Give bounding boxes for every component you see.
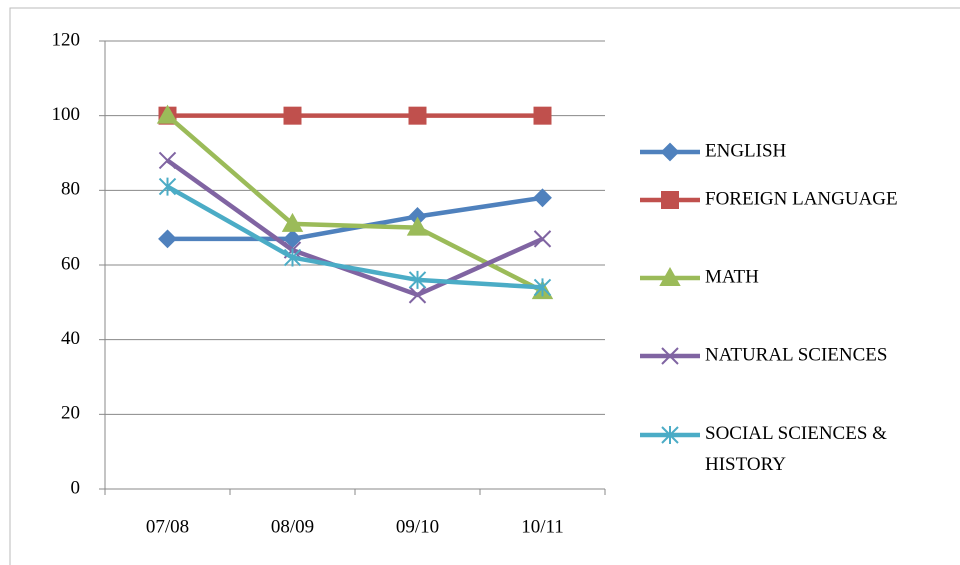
series-line	[166, 113, 544, 294]
legend-label: ENGLISH	[705, 140, 787, 161]
marker	[533, 230, 552, 248]
y-tick-label: 60	[61, 253, 80, 274]
x-tick-label: 09/10	[396, 516, 439, 537]
y-tick-label: 40	[61, 328, 80, 349]
legend-label: NATURAL SCIENCES	[705, 344, 887, 365]
marker	[533, 106, 552, 125]
marker	[158, 229, 177, 249]
marker	[533, 278, 552, 297]
marker	[158, 151, 177, 170]
series-line	[166, 184, 543, 290]
marker	[156, 104, 179, 124]
x-tick-label: 10/11	[521, 516, 564, 537]
y-tick-label: 20	[61, 403, 80, 424]
marker	[283, 106, 302, 125]
marker	[661, 191, 679, 209]
y-tick-label: 80	[61, 179, 80, 200]
marker	[533, 188, 552, 208]
marker	[408, 286, 427, 304]
marker	[661, 347, 679, 365]
marker	[408, 106, 427, 125]
x-tick-label: 08/09	[271, 516, 314, 537]
legend-label: FOREIGN LANGUAGE	[705, 188, 898, 209]
y-tick-label: 0	[71, 477, 81, 498]
marker	[406, 216, 429, 236]
marker	[283, 248, 302, 267]
marker	[408, 270, 427, 289]
y-tick-label: 100	[52, 104, 81, 125]
marker	[283, 229, 302, 249]
marker	[660, 142, 680, 162]
chart-border	[9, 7, 960, 565]
legend-label: MATH	[705, 266, 759, 287]
y-tick-label: 120	[52, 29, 81, 50]
marker	[281, 212, 304, 232]
marker	[158, 177, 177, 196]
series-line	[166, 158, 544, 298]
legend-label: SOCIAL SCIENCES & HISTORY	[705, 423, 887, 475]
x-tick-label: 07/08	[146, 516, 189, 537]
marker	[659, 266, 681, 286]
marker	[661, 426, 679, 444]
